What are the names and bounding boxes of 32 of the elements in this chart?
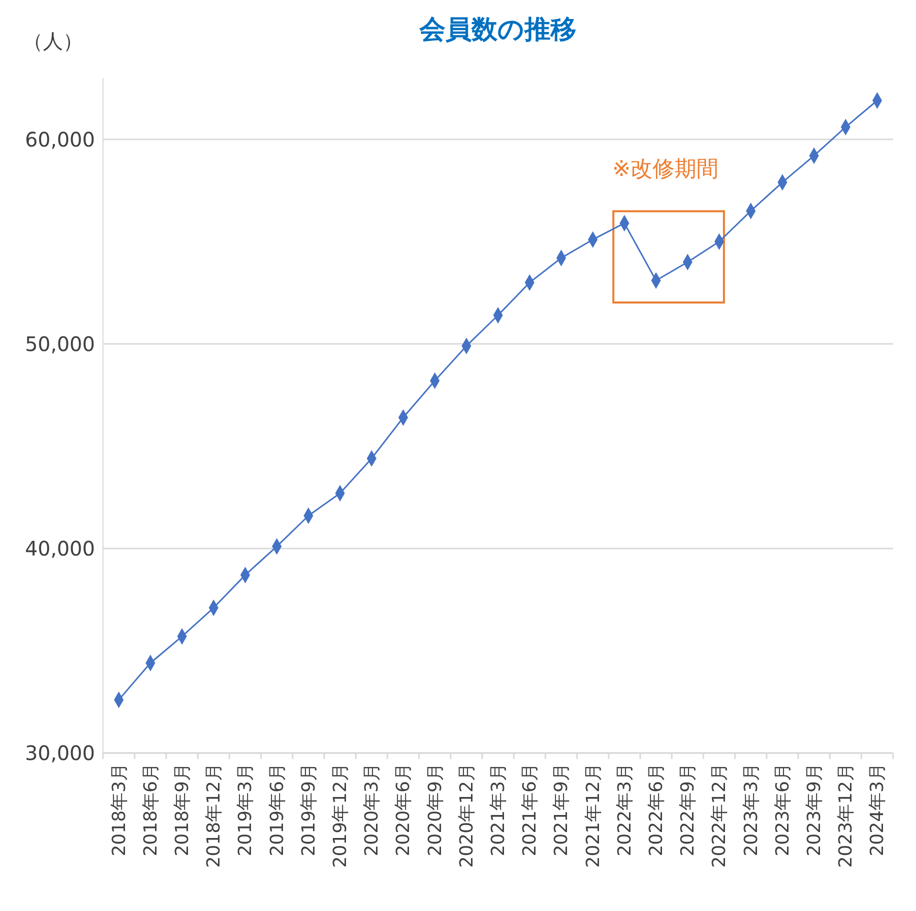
x-tick-label: 2022年3月	[614, 763, 636, 856]
x-tick-label: 2020年6月	[393, 763, 414, 856]
y-tick-label: 60,000	[25, 127, 95, 152]
x-tick-label: 2021年12月	[582, 763, 604, 868]
y-tick-label: 50,000	[25, 332, 95, 356]
x-tick-label: 2021年6月	[520, 763, 541, 856]
x-tick-label: 2018年6月	[140, 763, 162, 856]
x-tick-label: 2020年9月	[424, 763, 446, 856]
x-tick-label: 2023年3月	[740, 763, 762, 856]
x-tick-label: 2023年9月	[804, 763, 825, 856]
x-tick-label: 2020年12月	[456, 763, 478, 868]
x-tick-label: 2019年12月	[330, 763, 351, 868]
x-tick-label: 2024年3月	[867, 763, 888, 856]
x-tick-label: 2023年6月	[772, 763, 794, 856]
x-tick-label: 2021年3月	[488, 763, 509, 856]
y-axis-title: （人）	[23, 29, 83, 53]
y-tick-label: 40,000	[25, 536, 95, 560]
x-tick-label: 2019年9月	[298, 763, 320, 856]
x-tick-label: 2018年9月	[172, 763, 193, 856]
x-tick-label: 2019年3月	[235, 763, 256, 856]
y-tick-label: 30,000	[25, 741, 95, 765]
x-tick-label: 2022年9月	[678, 763, 699, 856]
x-tick-label: 2020年3月	[362, 763, 383, 856]
annotation: ※改修期間	[612, 157, 719, 182]
x-tick-label: 2019年6月	[266, 763, 288, 856]
x-tick-label: 2023年12月	[836, 763, 857, 868]
x-tick-label: 2022年6月	[646, 763, 667, 856]
x-tick-label: 2018年12月	[204, 763, 225, 868]
chart-title: 会員数の推移	[418, 15, 576, 45]
x-tick-label: 2022年12月	[709, 763, 730, 868]
x-tick-label: 2021年9月	[551, 763, 572, 856]
x-tick-label: 2018年3月	[108, 763, 130, 856]
